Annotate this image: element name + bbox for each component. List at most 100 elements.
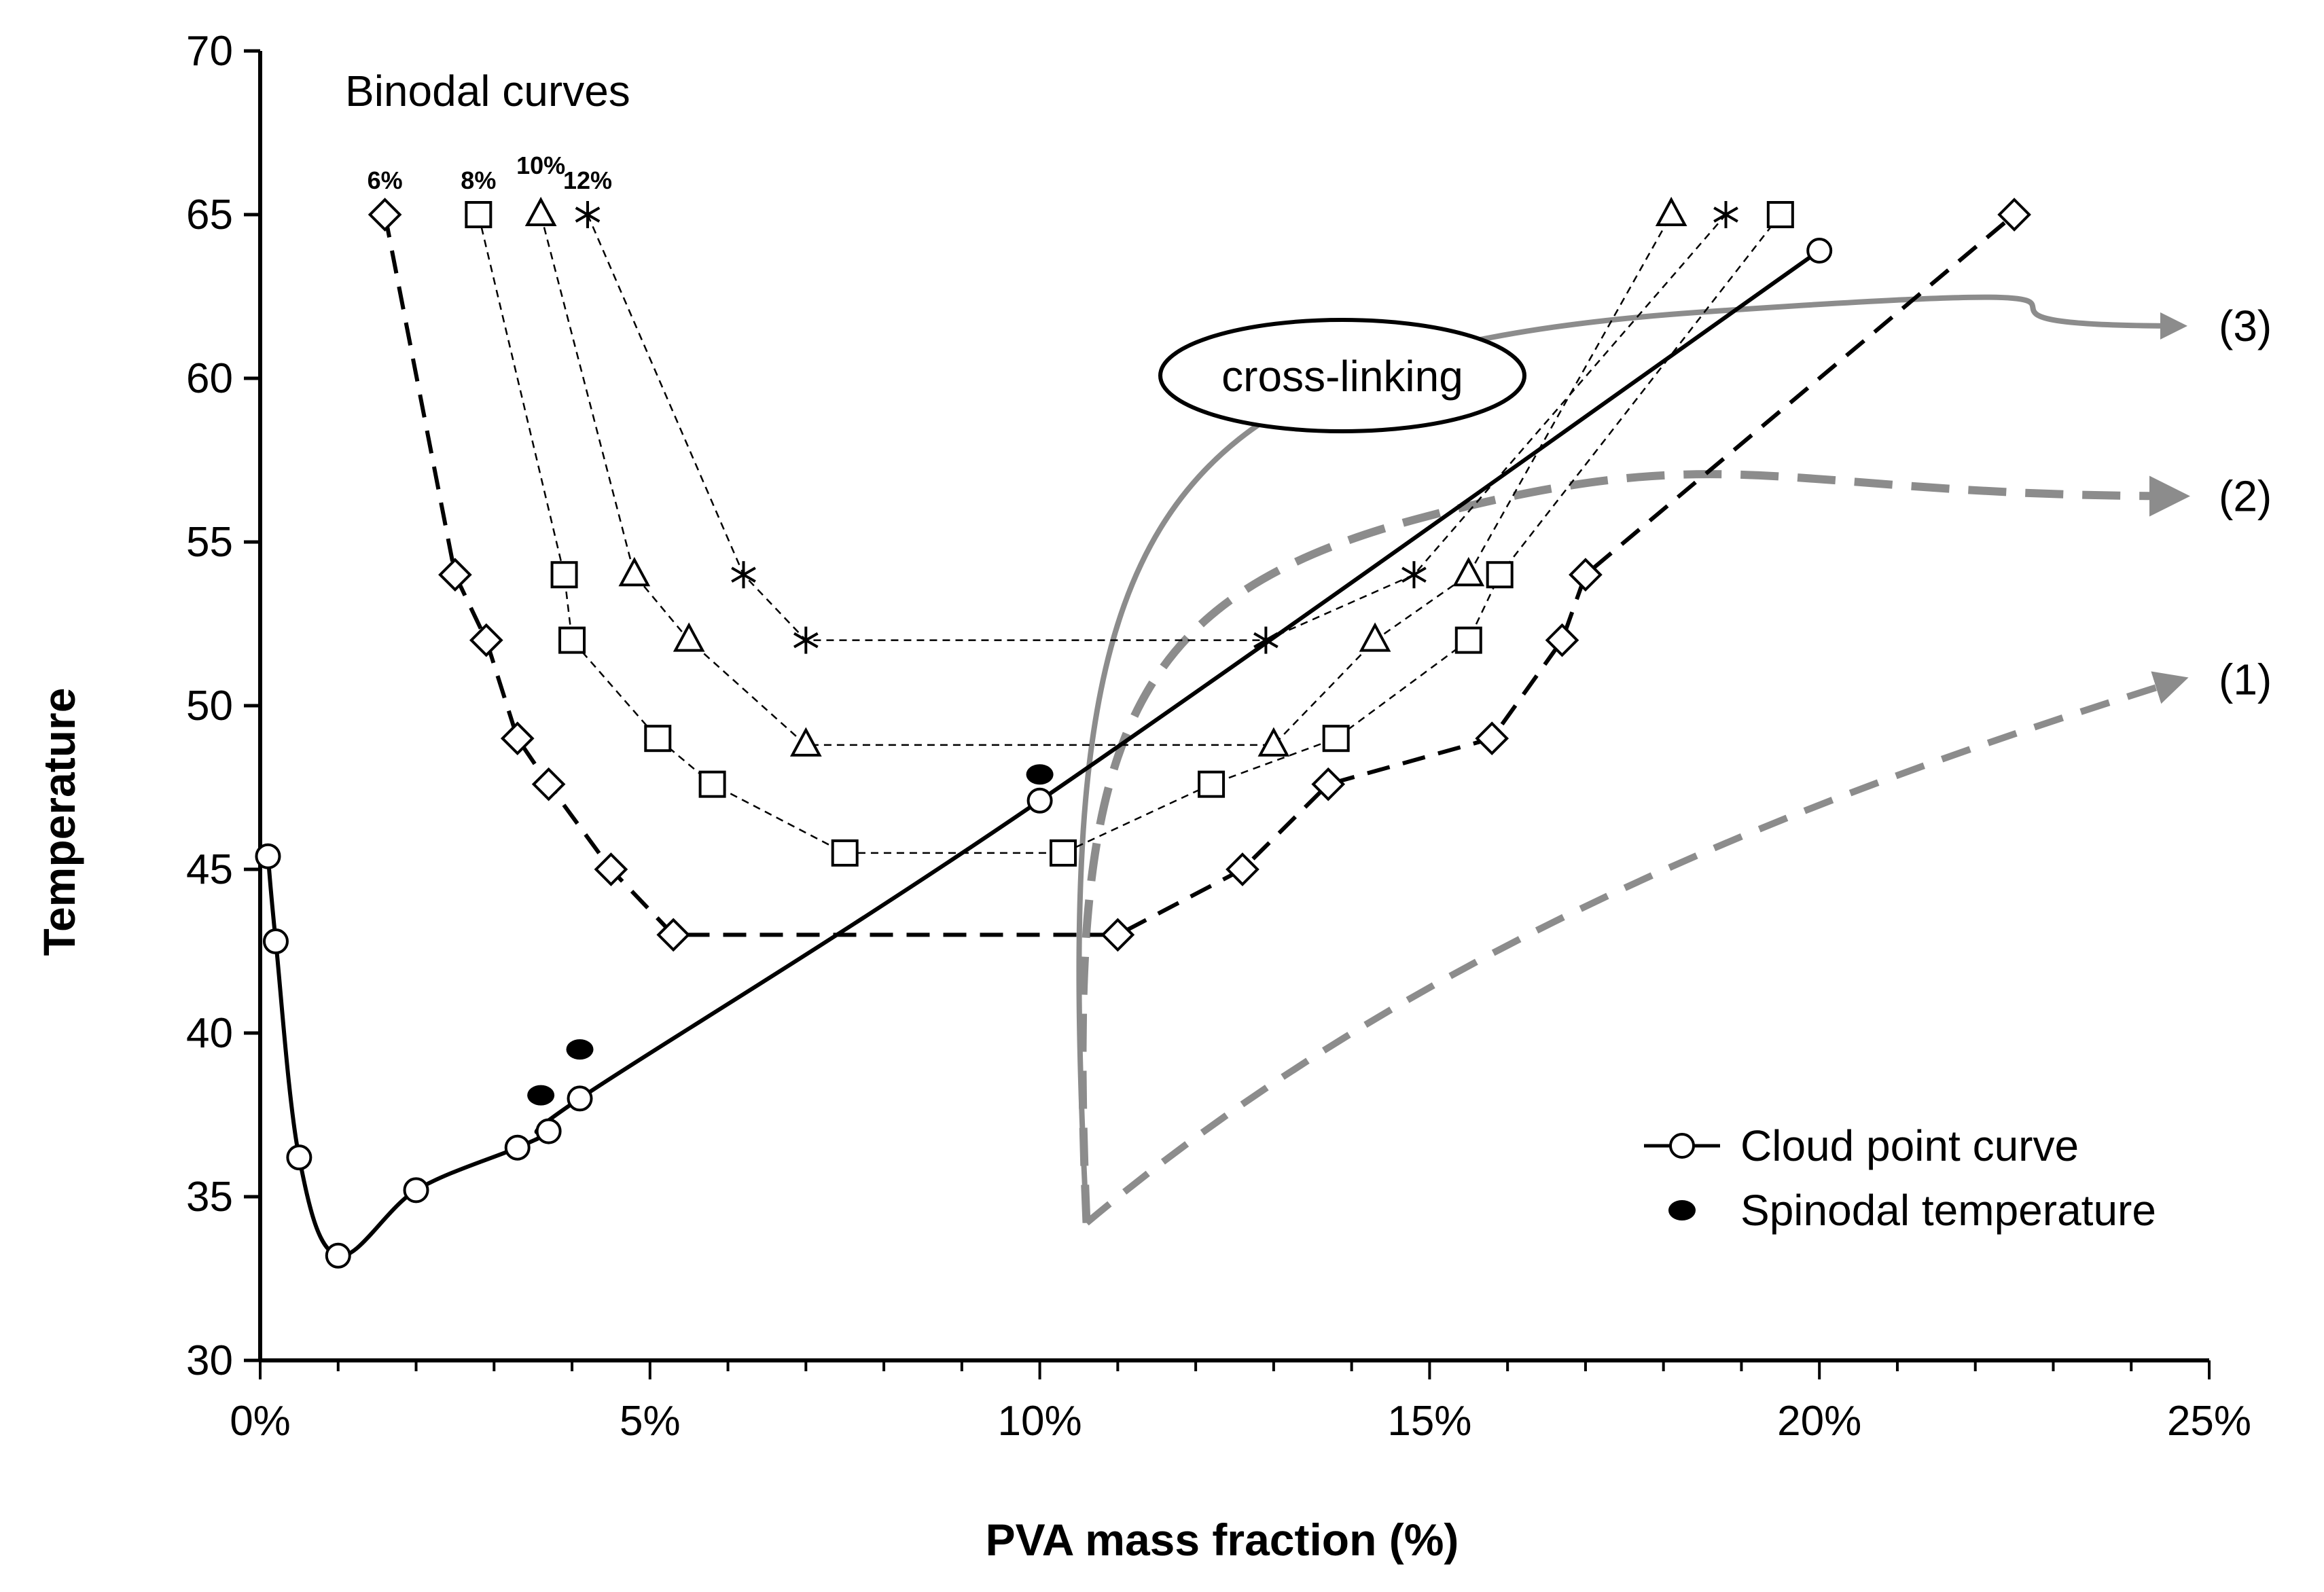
- binodal-line-10: [539, 214, 1673, 746]
- y-tick-label-45: 45: [186, 846, 233, 893]
- cloud-point-7: [567, 1085, 593, 1112]
- binodal-6-point-6: [656, 918, 691, 952]
- binodal-6-point-5: [594, 852, 628, 886]
- binodal-line-6: [382, 213, 2016, 937]
- cloud-point-4: [403, 1177, 429, 1204]
- path-label-1: (1): [2219, 655, 2272, 704]
- cloud-point-line-group: [266, 249, 1821, 1259]
- cloud-point-0: [255, 843, 281, 869]
- path-label-3: (3): [2219, 302, 2272, 350]
- binodal-10-point-3: [789, 727, 822, 757]
- binodal-12-point-4-stroke-120: [1401, 566, 1427, 583]
- binodal-8-point-6: [1050, 839, 1077, 867]
- binodal-label-12: 12%: [563, 166, 612, 194]
- legend-cloud-marker: [1669, 1133, 1695, 1159]
- binodal-8-point-11: [1766, 201, 1794, 228]
- cloud-point-6: [535, 1118, 562, 1144]
- x-tick-label-10: 10%: [998, 1398, 1082, 1445]
- y-tick-label-50: 50: [186, 683, 233, 729]
- spinodal-point-0: [527, 1085, 555, 1106]
- y-tick-label-65: 65: [186, 192, 233, 238]
- binodal-line-12: [586, 214, 1727, 641]
- path-2-line: [1078, 470, 2190, 1223]
- y-tick-label-55: 55: [186, 519, 233, 566]
- binodal-6-point-9: [1311, 767, 1346, 801]
- binodal-10-point-4: [1257, 727, 1290, 757]
- spinodal-point-2: [1026, 764, 1054, 785]
- path-3-line: [1076, 294, 2187, 1223]
- binodal-6-point-1: [438, 558, 472, 592]
- binodal-8-point-1: [550, 561, 578, 589]
- binodal-6-point-11: [1545, 623, 1579, 657]
- ticks: 30 35 40 45 50 55 60 65 70 0% 5% 10% 15% 20% 25%: [186, 28, 2251, 1445]
- binodal-curves-title: Binodal curves: [345, 67, 630, 115]
- binodal-12-point-3-stroke-120: [1253, 632, 1279, 649]
- markers: 6% 8% 10%12%: [255, 151, 2031, 1269]
- cloud-point-1: [262, 928, 289, 955]
- binodal-6-point-13: [1997, 198, 2031, 232]
- binodal-label-10: 10%: [516, 151, 565, 179]
- binodal-6-point-7: [1101, 918, 1135, 952]
- binodal-8-point-7: [1198, 770, 1226, 798]
- binodal-12-point-2: [793, 626, 819, 654]
- binodal-8-point-5: [831, 839, 859, 867]
- binodal-12-point-1-stroke-120: [731, 566, 756, 583]
- binodal-12-point-5-stroke-120: [1713, 206, 1738, 223]
- binodal-8-point-0: [465, 201, 493, 228]
- legend-spinodal-label: Spinodal temperature: [1740, 1186, 2156, 1235]
- binodal-12-point-5: [1713, 201, 1738, 228]
- binodal-12-point-3: [1253, 626, 1279, 654]
- binodal-8-point-10: [1486, 561, 1514, 589]
- y-tick-label-35: 35: [186, 1174, 233, 1220]
- binodal-8-point-2: [558, 626, 586, 654]
- binodal-6-point-10: [1475, 721, 1509, 756]
- legend-spinodal-marker: [1668, 1200, 1696, 1220]
- binodal-8-point-9: [1454, 626, 1482, 654]
- binodal-6-point-4: [531, 767, 566, 801]
- x-tick-label-0: 0%: [230, 1398, 291, 1445]
- binodal-8-point-8: [1322, 725, 1350, 753]
- y-tick-label-70: 70: [186, 28, 233, 75]
- binodal-10-point-2: [673, 622, 705, 652]
- binodal-12-point-4: [1401, 561, 1427, 589]
- cloud-point-3: [325, 1242, 351, 1269]
- binodal-6-point-8: [1226, 852, 1259, 886]
- x-axis-title: PVA mass fraction (%): [986, 1515, 1459, 1565]
- binodal-6-point-0: [368, 198, 402, 232]
- x-tick-label-25: 25%: [2167, 1398, 2251, 1445]
- binodal-10-point-7: [1655, 196, 1687, 226]
- crosslinking-label: cross-linking: [1221, 352, 1463, 401]
- cloud-point-line: [266, 249, 1821, 1259]
- path-1-line: [1084, 671, 2189, 1226]
- crosslinking-ellipse: [1158, 318, 1526, 433]
- y-axis-title: Temperature: [34, 688, 84, 956]
- binodal-8-point-3: [644, 725, 672, 753]
- cloud-point-2: [286, 1144, 312, 1171]
- legend: Cloud point curve Spinodal temperature: [1644, 1121, 2156, 1235]
- cloud-point-8: [1026, 787, 1053, 814]
- x-tick-label-5: 5%: [620, 1398, 681, 1445]
- binodal-line-8: [478, 214, 1781, 854]
- binodal-6-point-12: [1569, 558, 1603, 592]
- spinodal-point-1: [566, 1039, 594, 1060]
- binodal-6-point-2: [469, 623, 503, 657]
- binodal-6-point-3: [500, 721, 535, 756]
- binodal-8-point-4: [698, 770, 726, 798]
- crosslinking-callout: cross-linking: [1158, 318, 1526, 433]
- binodal-12-point-0-stroke-120: [575, 206, 601, 223]
- binodal-label-8: 8%: [461, 166, 496, 194]
- x-tick-label-20: 20%: [1777, 1398, 1861, 1445]
- y-tick-label-40: 40: [186, 1010, 233, 1057]
- legend-cloud-label: Cloud point curve: [1740, 1121, 2079, 1170]
- path-label-2: (2): [2219, 472, 2272, 521]
- binodal-10-point-5: [1359, 622, 1391, 652]
- y-tick-label-60: 60: [186, 355, 233, 402]
- x-tick-label-15: 15%: [1387, 1398, 1471, 1445]
- cloud-point-5: [504, 1134, 531, 1161]
- binodal-12-point-2-stroke-120: [793, 632, 819, 649]
- binodal-label-6: 6%: [368, 166, 403, 194]
- binodal-10-point-6: [1452, 556, 1485, 587]
- binodal-10-point-1: [618, 556, 651, 587]
